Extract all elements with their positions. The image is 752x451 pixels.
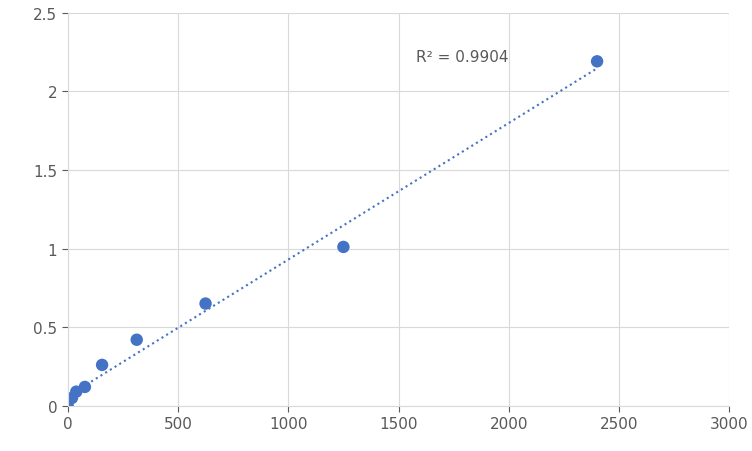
Point (96, 362, 108, 369)
Point (199, 300, 211, 308)
Point (591, 59, 603, 66)
Point (131, 336, 143, 344)
Point (66, 395, 78, 402)
Point (338, 244, 350, 251)
Text: R² = 0.9904: R² = 0.9904 (416, 50, 508, 65)
Point (62, 402, 74, 410)
Point (79, 383, 91, 391)
Point (70, 388, 82, 396)
